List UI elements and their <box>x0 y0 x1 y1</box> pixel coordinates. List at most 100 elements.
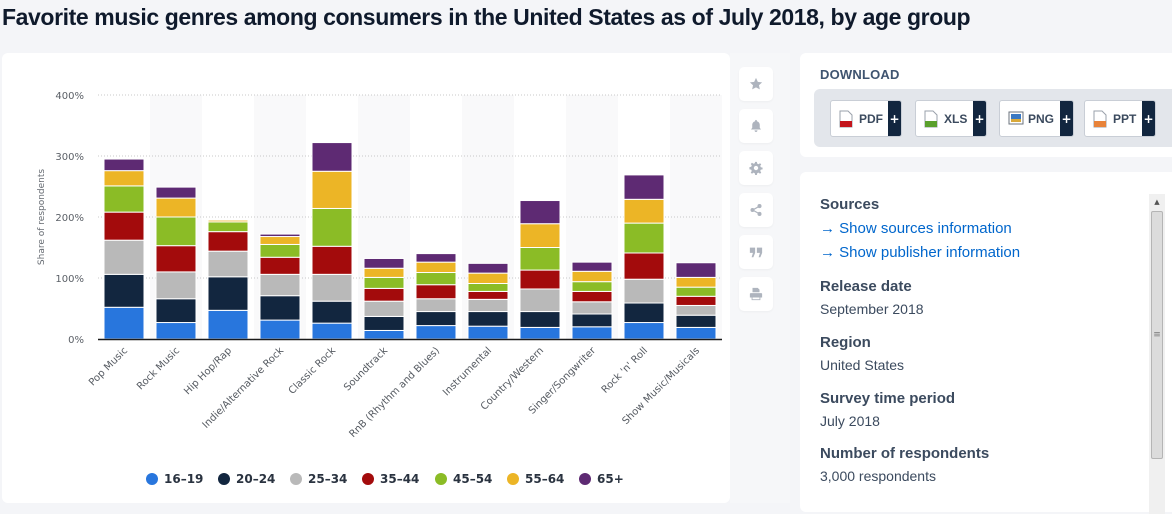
bar-segment <box>311 245 353 275</box>
legend-label: 65+ <box>597 472 624 486</box>
legend-label: 55–64 <box>525 472 564 486</box>
bar-segment <box>415 284 457 300</box>
legend-label: 25–34 <box>308 472 347 486</box>
bar-segment <box>103 273 145 308</box>
download-panel: DOWNLOAD PDF + XLS + PNG + P <box>800 53 1172 157</box>
bar-segment <box>155 216 197 247</box>
download-pdf-button[interactable]: PDF + <box>830 100 902 137</box>
bar-segment <box>467 262 509 274</box>
bar-segment <box>467 282 509 292</box>
download-pdf-label: PDF <box>859 111 883 126</box>
scrollbar[interactable]: ▲ ≡ <box>1149 194 1165 514</box>
bar-segment <box>259 233 301 238</box>
bar-segment <box>467 272 509 284</box>
x-tick-label: Instrumental <box>441 345 494 398</box>
notification-button[interactable] <box>739 109 773 143</box>
bar-segment <box>675 295 717 306</box>
region-label: Region <box>820 334 871 351</box>
scroll-up-arrow-icon[interactable]: ▲ <box>1154 198 1160 206</box>
y-tick-label: 0% <box>68 335 84 346</box>
bar-segment <box>259 236 301 245</box>
bar-segment <box>623 174 665 200</box>
download-xls-label: XLS <box>944 111 968 126</box>
bar-segment <box>623 252 665 280</box>
respondents-value: 3,000 respondents <box>820 468 936 484</box>
bar-segment <box>519 269 561 290</box>
download-ppt-button[interactable]: PPT + <box>1084 100 1156 137</box>
download-title: DOWNLOAD <box>820 67 900 82</box>
bar-segment <box>571 326 613 340</box>
bar-segment <box>311 273 353 302</box>
stacked-bar-chart: 0% 100% 200% 300% 400% Share of respondents Po… <box>37 91 722 486</box>
cite-button[interactable] <box>739 235 773 269</box>
share-button[interactable] <box>739 193 773 227</box>
legend-marker <box>579 473 591 485</box>
download-png-label: PNG <box>1028 111 1055 126</box>
bar-segment <box>207 250 249 278</box>
page-title: Favorite music genres among consumers in… <box>2 4 971 30</box>
bar-segment <box>519 200 561 225</box>
plus-icon: + <box>888 101 901 136</box>
bar-segment <box>363 257 405 269</box>
bar-segment <box>155 197 197 218</box>
bar-segment <box>103 306 145 340</box>
bar-segment <box>207 309 249 340</box>
show-publisher-link-text: Show publisher information <box>839 244 1021 261</box>
favorite-button[interactable] <box>739 67 773 101</box>
show-sources-link[interactable]: → Show sources information <box>820 220 1012 237</box>
bar-segment <box>623 198 665 224</box>
bar-segment <box>571 261 613 272</box>
bar-segment <box>519 223 561 249</box>
survey-period-label: Survey time period <box>820 390 956 407</box>
bar-segment <box>311 207 353 247</box>
survey-period-value: July 2018 <box>820 413 880 429</box>
bell-icon <box>751 119 761 132</box>
release-date-value: September 2018 <box>820 301 924 317</box>
bar-segment <box>675 304 717 316</box>
bar-segment <box>623 302 665 324</box>
download-ppt-label: PPT <box>1113 111 1137 126</box>
bar-segment <box>415 325 457 340</box>
download-xls-button[interactable]: XLS + <box>915 100 987 137</box>
y-tick-label: 400% <box>55 91 84 102</box>
bar-segment <box>363 267 405 278</box>
release-date-label: Release date <box>820 278 912 295</box>
bar-segment <box>519 326 561 340</box>
bar-segment <box>363 315 405 331</box>
bar-segment <box>103 239 145 275</box>
xls-file-icon <box>924 110 938 128</box>
bar-segment <box>571 290 613 303</box>
bar-segment <box>467 290 509 300</box>
legend-marker <box>290 473 302 485</box>
share-icon <box>750 204 762 216</box>
bar-segment <box>103 185 145 213</box>
bar-segment <box>415 261 457 274</box>
bar-segment <box>311 300 353 324</box>
x-tick-label: RnB (Rhythm and Blues) <box>347 345 442 440</box>
x-tick-label: Rock 'n' Roll <box>600 345 650 395</box>
bar-segment <box>155 186 197 199</box>
bar-segment <box>415 311 457 327</box>
legend-label: 45–54 <box>453 472 492 486</box>
x-tick-label: Soundtrack <box>342 345 390 393</box>
legend-marker <box>507 473 519 485</box>
bar-segment <box>571 270 613 283</box>
bar-segment <box>675 262 717 278</box>
statistic-info-panel: Sources → Show sources information → Sho… <box>800 172 1172 514</box>
download-options: PDF + XLS + PNG + PPT + <box>814 89 1172 147</box>
settings-button[interactable] <box>739 151 773 185</box>
print-button[interactable] <box>739 277 773 311</box>
show-publisher-link[interactable]: → Show publisher information <box>820 244 1020 261</box>
gear-icon <box>749 161 763 175</box>
bar-segment <box>623 322 665 340</box>
scroll-thumb[interactable]: ≡ <box>1151 211 1163 459</box>
bar-segment <box>155 322 197 340</box>
printer-icon <box>749 287 763 301</box>
bar-segment <box>311 142 353 172</box>
bar-segment <box>571 313 613 328</box>
region-value: United States <box>820 357 905 373</box>
sources-label: Sources <box>820 196 880 213</box>
download-png-button[interactable]: PNG + <box>999 100 1074 137</box>
bar-segment <box>675 286 717 297</box>
plus-icon: + <box>1060 101 1073 136</box>
